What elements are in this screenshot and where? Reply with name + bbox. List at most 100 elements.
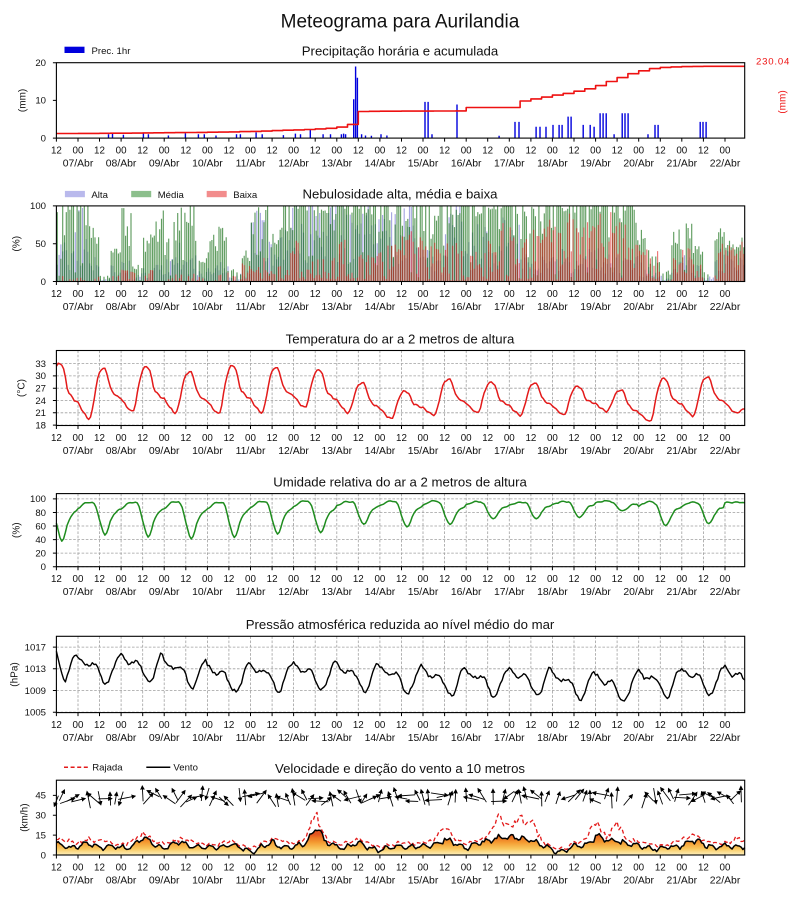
svg-text:00: 00 [245, 720, 256, 731]
svg-text:21: 21 [35, 408, 46, 419]
svg-text:20/Abr: 20/Abr [623, 587, 654, 598]
svg-text:12: 12 [267, 289, 278, 300]
svg-text:12: 12 [137, 720, 148, 731]
svg-text:12: 12 [525, 289, 536, 300]
svg-text:00: 00 [159, 145, 170, 156]
svg-text:00: 00 [202, 145, 213, 156]
svg-text:12: 12 [180, 720, 191, 731]
svg-text:Alta: Alta [91, 190, 108, 201]
svg-text:00: 00 [418, 574, 429, 585]
svg-text:00: 00 [590, 720, 601, 731]
svg-text:09/Abr: 09/Abr [149, 876, 180, 887]
svg-text:15/Abr: 15/Abr [408, 159, 439, 170]
svg-text:19/Abr: 19/Abr [580, 446, 611, 457]
svg-text:14/Abr: 14/Abr [365, 159, 396, 170]
svg-text:12: 12 [612, 574, 623, 585]
svg-text:0: 0 [41, 277, 46, 288]
svg-text:12: 12 [94, 145, 105, 156]
svg-text:19/Abr: 19/Abr [580, 876, 611, 887]
svg-text:80: 80 [35, 508, 46, 519]
svg-text:00: 00 [633, 574, 644, 585]
svg-text:00: 00 [461, 433, 472, 444]
svg-text:12: 12 [525, 433, 536, 444]
svg-text:12: 12 [310, 574, 321, 585]
svg-text:20: 20 [35, 58, 46, 69]
svg-text:11/Abr: 11/Abr [236, 587, 266, 598]
svg-text:14/Abr: 14/Abr [365, 587, 396, 598]
svg-text:00: 00 [245, 145, 256, 156]
svg-text:12: 12 [482, 289, 493, 300]
svg-text:12: 12 [353, 862, 364, 873]
svg-text:12: 12 [612, 289, 623, 300]
svg-text:00: 00 [720, 574, 731, 585]
svg-text:00: 00 [547, 433, 558, 444]
svg-text:00: 00 [418, 433, 429, 444]
svg-text:00: 00 [633, 289, 644, 300]
svg-text:00: 00 [116, 862, 127, 873]
svg-text:00: 00 [418, 862, 429, 873]
svg-text:22/Abr: 22/Abr [710, 446, 741, 457]
svg-text:12: 12 [94, 433, 105, 444]
svg-text:07/Abr: 07/Abr [63, 587, 94, 598]
svg-text:00: 00 [159, 862, 170, 873]
svg-text:00: 00 [288, 720, 299, 731]
svg-text:17/Abr: 17/Abr [494, 876, 525, 887]
svg-text:22/Abr: 22/Abr [710, 587, 741, 598]
svg-text:00: 00 [461, 862, 472, 873]
svg-text:0: 0 [41, 562, 46, 573]
svg-text:08/Abr: 08/Abr [106, 302, 137, 313]
svg-text:22/Abr: 22/Abr [710, 733, 741, 744]
svg-text:16/Abr: 16/Abr [451, 587, 482, 598]
svg-text:17/Abr: 17/Abr [494, 159, 525, 170]
svg-text:12: 12 [569, 145, 580, 156]
svg-text:12: 12 [439, 574, 450, 585]
svg-text:12: 12 [223, 574, 234, 585]
svg-text:12: 12 [482, 720, 493, 731]
svg-text:00: 00 [418, 145, 429, 156]
svg-text:40: 40 [35, 535, 46, 546]
svg-text:12: 12 [439, 862, 450, 873]
svg-text:45: 45 [35, 791, 46, 802]
svg-text:18/Abr: 18/Abr [537, 733, 568, 744]
svg-text:12: 12 [223, 720, 234, 731]
svg-text:19/Abr: 19/Abr [580, 159, 611, 170]
svg-text:12: 12 [482, 433, 493, 444]
svg-text:Baixa: Baixa [233, 190, 258, 201]
svg-text:Vento: Vento [173, 763, 198, 774]
svg-text:00: 00 [374, 433, 385, 444]
svg-text:33: 33 [35, 359, 46, 370]
svg-text:12: 12 [94, 574, 105, 585]
svg-text:19/Abr: 19/Abr [580, 587, 611, 598]
svg-text:00: 00 [590, 574, 601, 585]
svg-text:19/Abr: 19/Abr [580, 302, 611, 313]
svg-text:12: 12 [569, 862, 580, 873]
svg-text:Velocidade e direção do vento: Velocidade e direção do vento a 10 metro… [275, 761, 525, 776]
svg-text:09/Abr: 09/Abr [149, 446, 180, 457]
svg-text:17/Abr: 17/Abr [494, 733, 525, 744]
svg-text:08/Abr: 08/Abr [106, 159, 137, 170]
svg-text:00: 00 [202, 289, 213, 300]
svg-text:Rajada: Rajada [92, 763, 123, 774]
svg-text:00: 00 [676, 433, 687, 444]
svg-text:12: 12 [439, 289, 450, 300]
svg-text:12: 12 [137, 574, 148, 585]
svg-text:12: 12 [525, 720, 536, 731]
svg-text:13/Abr: 13/Abr [321, 733, 352, 744]
svg-text:21/Abr: 21/Abr [666, 587, 697, 598]
svg-text:12: 12 [353, 433, 364, 444]
svg-text:07/Abr: 07/Abr [63, 159, 94, 170]
svg-text:12: 12 [137, 289, 148, 300]
svg-text:13/Abr: 13/Abr [321, 446, 352, 457]
svg-text:12: 12 [310, 862, 321, 873]
svg-text:12: 12 [137, 862, 148, 873]
svg-text:(km/h): (km/h) [19, 803, 30, 831]
svg-text:22/Abr: 22/Abr [710, 159, 741, 170]
svg-text:12: 12 [569, 720, 580, 731]
svg-text:17/Abr: 17/Abr [494, 587, 525, 598]
svg-text:12: 12 [439, 433, 450, 444]
svg-text:12: 12 [267, 145, 278, 156]
svg-text:12: 12 [51, 289, 62, 300]
svg-text:12: 12 [223, 289, 234, 300]
svg-text:00: 00 [720, 145, 731, 156]
svg-text:16/Abr: 16/Abr [451, 159, 482, 170]
